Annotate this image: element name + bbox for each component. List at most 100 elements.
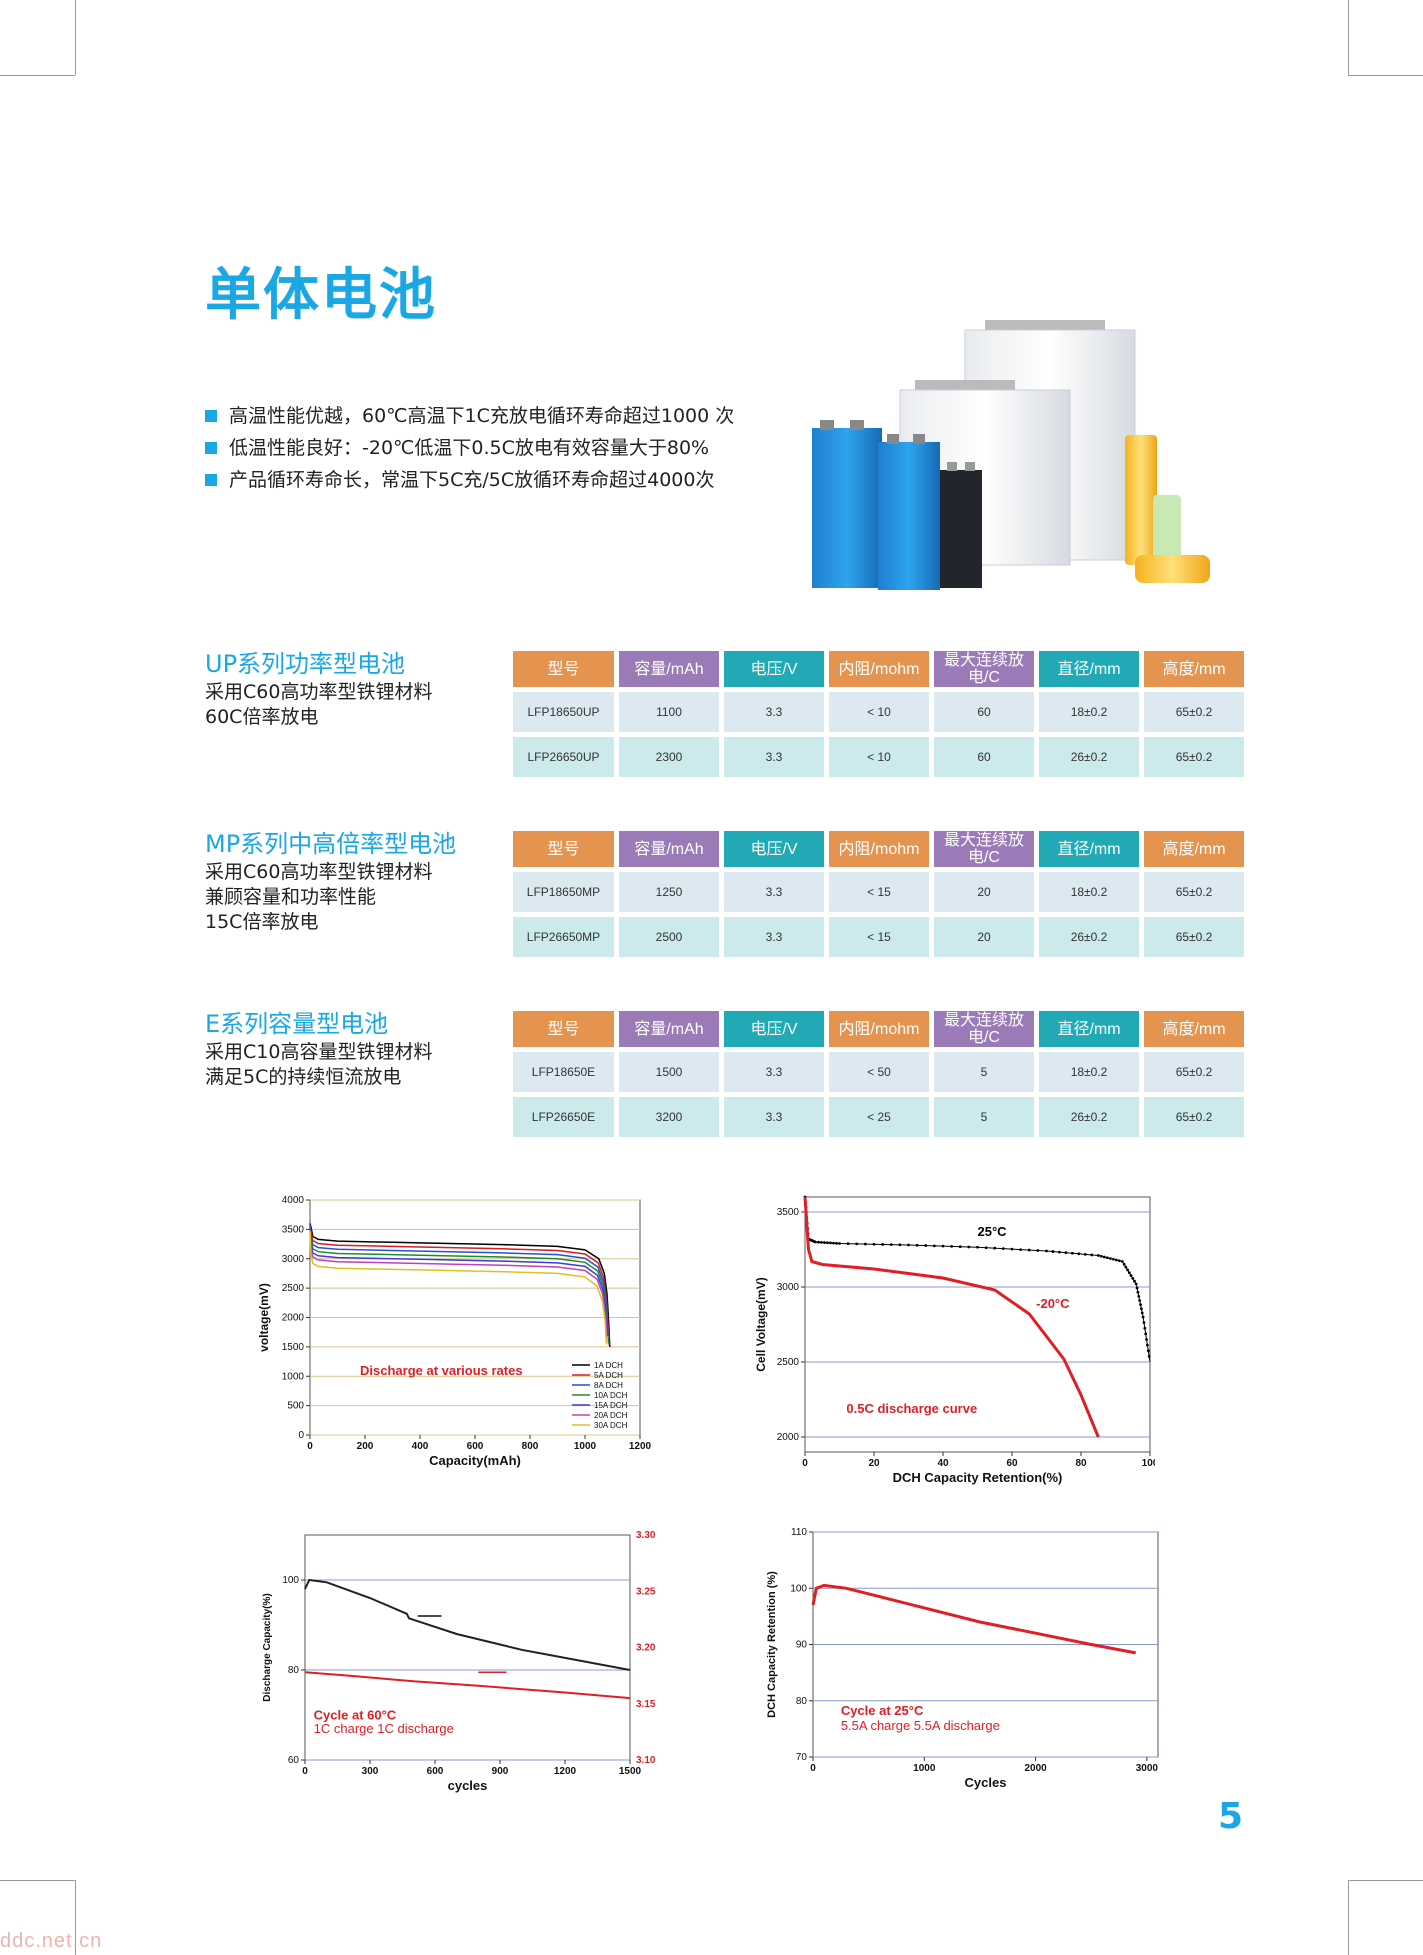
header-max-discharge: 最大连续放电/C	[934, 651, 1034, 687]
cell-diameter: 18±0.2	[1039, 872, 1139, 912]
y-tick-label: 70	[796, 1752, 808, 1763]
series-25c-point	[881, 1243, 885, 1246]
series-25c-point	[855, 1242, 859, 1246]
x-tick-label: 600	[427, 1766, 444, 1777]
series-25c-point	[1117, 1259, 1121, 1263]
cell-height: 65±0.2	[1144, 917, 1244, 957]
plot-area	[304, 1534, 631, 1761]
x-tick-label: 0	[302, 1766, 308, 1777]
feature-item: 低温性能良好：-20℃低温下0.5C放电有效容量大于80%	[205, 432, 734, 464]
series-25c-point	[1077, 1252, 1081, 1256]
series-25c-point	[1070, 1251, 1074, 1255]
header-capacity: 容量/mAh	[619, 831, 719, 867]
x-tick-label: 80	[1075, 1458, 1087, 1469]
cell-resistance: < 25	[829, 1097, 929, 1137]
series-25c-point	[826, 1241, 829, 1245]
x-axis-label: Capacity(mAh)	[429, 1453, 521, 1468]
header-model: 型号	[513, 1011, 614, 1047]
series-25c-point	[1058, 1250, 1061, 1254]
y-tick-label: 2000	[282, 1313, 305, 1324]
series-25c-point	[907, 1243, 910, 1247]
y-tick-label: 60	[288, 1755, 300, 1766]
cell-resistance: < 50	[829, 1052, 929, 1092]
y-tick-label: 3000	[777, 1282, 800, 1293]
series-desc-line: 兼顾容量和功率性能	[205, 886, 377, 908]
header-diameter: 直径/mm	[1039, 651, 1139, 687]
cell-height: 65±0.2	[1144, 872, 1244, 912]
spec-table-e: 型号 容量/mAh 电压/V 内阻/mohm 最大连续放电/C 直径/mm 高度…	[508, 1006, 1249, 1142]
x-tick-label: 0	[810, 1763, 816, 1774]
crop-mark	[1348, 75, 1423, 76]
y-tick-label: 2500	[282, 1283, 305, 1294]
header-max-discharge: 最大连续放电/C	[934, 831, 1034, 867]
header-max-discharge: 最大连续放电/C	[934, 1011, 1034, 1047]
watermark: ddc.net.cn	[0, 1930, 103, 1952]
bullet-square-icon	[205, 410, 217, 422]
y-tick-label: 3000	[282, 1254, 305, 1265]
series-25c-point	[1147, 1354, 1151, 1358]
crop-mark	[1348, 1880, 1349, 1955]
legend-label: 5A DCH	[594, 1371, 623, 1380]
series-25c-point	[993, 1246, 997, 1250]
cell-height: 65±0.2	[1144, 1097, 1244, 1137]
x-tick-label: 0	[802, 1458, 808, 1469]
header-resistance: 内阻/mohm	[829, 831, 929, 867]
series-25c-point	[1131, 1276, 1135, 1280]
series-25c-point	[1137, 1294, 1141, 1298]
voltage-series-line	[304, 1671, 631, 1700]
capacity-series-line	[304, 1578, 631, 1671]
series-25c-point	[941, 1244, 945, 1248]
feature-item: 产品循环寿命长，常温下5C充/5C放循环寿命超过4000次	[205, 464, 734, 496]
chart-cycle-60c: 60 80 100 0 300 600 900 1200 1500 cycles Discharge…	[262, 1530, 656, 1793]
y-tick-label: 4000	[282, 1195, 305, 1206]
series-25c-point	[1019, 1248, 1023, 1251]
header-capacity: 容量/mAh	[619, 1011, 719, 1047]
x-axis-label: Cycles	[965, 1775, 1007, 1790]
cell-resistance: < 10	[829, 737, 929, 777]
series-25c-point	[924, 1244, 928, 1247]
y-axis-label: Discharge Capacity(%)	[262, 1593, 273, 1701]
series-25c-point	[1036, 1249, 1040, 1252]
series-25c-point	[1139, 1303, 1142, 1307]
cell-voltage: 3.3	[724, 692, 824, 732]
discharge-series-line	[309, 1225, 610, 1344]
legend-label: 1A DCH	[594, 1361, 623, 1370]
series-25c-point	[838, 1242, 841, 1245]
x-axis-label: cycles	[448, 1778, 488, 1793]
retention-series-line	[811, 1583, 1136, 1655]
crop-mark	[1348, 0, 1349, 75]
y-tick-label: 100	[282, 1575, 299, 1586]
series-25c-point	[1129, 1274, 1133, 1277]
cell-diameter: 26±0.2	[1039, 1097, 1139, 1137]
y2-tick-label: 3.30	[636, 1530, 656, 1541]
crop-mark	[1348, 1880, 1423, 1881]
series-25c-point	[1135, 1286, 1139, 1290]
series-25c-point	[1126, 1268, 1129, 1272]
chart-cycle-25c: 70 80 90 100 110 0 1000 2000 3000 Cycles DCH Capac…	[766, 1527, 1159, 1790]
series-25c-point	[1027, 1248, 1031, 1252]
crop-mark	[75, 1880, 76, 1955]
legend-label: 8A DCH	[594, 1381, 623, 1390]
series-25c-point	[1122, 1262, 1126, 1266]
series-25c-point	[1145, 1338, 1148, 1341]
y-tick-label: 500	[287, 1401, 304, 1412]
y-tick-label: 3500	[777, 1207, 800, 1218]
cell-resistance: < 15	[829, 917, 929, 957]
x-tick-label: 1200	[554, 1766, 577, 1777]
header-resistance: 内阻/mohm	[829, 651, 929, 687]
y-tick-label: 110	[791, 1527, 807, 1538]
series-25c-point	[932, 1244, 936, 1248]
cell-capacity: 1250	[619, 872, 719, 912]
x-tick-label: 200	[357, 1441, 374, 1452]
cell-capacity: 1100	[619, 692, 719, 732]
x-tick-label: 600	[467, 1441, 484, 1452]
x-tick-label: 3000	[1136, 1763, 1159, 1774]
header-diameter: 直径/mm	[1039, 1011, 1139, 1047]
series-25c-point	[1142, 1321, 1146, 1325]
series-25c-point	[1139, 1307, 1143, 1311]
y2-tick-label: 3.10	[636, 1755, 656, 1766]
cell-resistance: < 15	[829, 872, 929, 912]
series-25c-point	[872, 1242, 876, 1246]
cell-diameter: 26±0.2	[1039, 737, 1139, 777]
series-desc-line: 60C倍率放电	[205, 706, 319, 728]
